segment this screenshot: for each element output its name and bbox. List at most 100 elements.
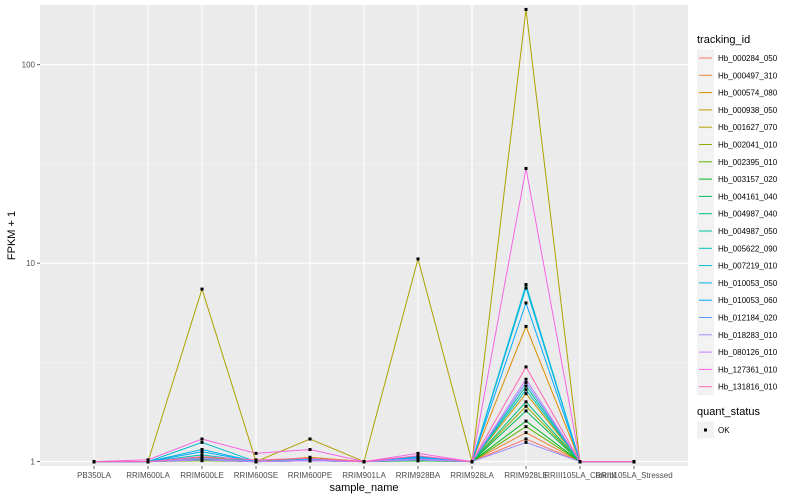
- y-axis-title: FPKM + 1: [6, 211, 18, 260]
- data-point: [416, 257, 420, 261]
- legend-item: Hb_010053_050: [697, 274, 778, 292]
- legend-item: Hb_010053_060: [697, 291, 778, 309]
- legend-item: Hb_003157_020: [697, 170, 778, 188]
- data-point: [524, 166, 528, 170]
- x-tick-label: RRIM600SE: [234, 471, 278, 480]
- legend-item: Hb_007219_010: [697, 257, 778, 275]
- x-axis: PB350LA RRIM600LA RRIM600LE RRIM600SE RRIM60…: [77, 466, 673, 480]
- data-point: [254, 458, 258, 462]
- x-tick-label: RRIM600PE: [288, 471, 332, 480]
- legend-label: Hb_018283_010: [718, 331, 778, 340]
- data-point: [254, 460, 258, 464]
- legend-label: Hb_004987_050: [718, 227, 778, 236]
- x-tick-label: RRIM901LA: [342, 471, 386, 480]
- data-point: [200, 448, 204, 452]
- data-point: [578, 460, 582, 464]
- data-point: [92, 460, 96, 464]
- legend2-item: OK: [697, 421, 730, 439]
- legend-item: Hb_000497_310: [697, 66, 778, 84]
- data-point: [308, 437, 312, 441]
- legend-label: Hb_002041_010: [718, 141, 778, 150]
- legend-item: Hb_005622_090: [697, 239, 778, 257]
- data-point: [524, 388, 528, 392]
- legend-label: Hb_000938_050: [718, 106, 778, 115]
- legend-item: Hb_000574_080: [697, 84, 778, 102]
- legend-label: Hb_004987_040: [718, 210, 778, 219]
- legend-item: Hb_127361_010: [697, 360, 778, 378]
- data-point: [416, 455, 420, 459]
- data-point: [524, 324, 528, 328]
- data-point: [524, 431, 528, 435]
- legend2-title: quant_status: [697, 406, 760, 418]
- legend-item: Hb_000938_050: [697, 101, 778, 119]
- legend-label: Hb_131816_010: [718, 383, 778, 392]
- legend2-label: OK: [718, 426, 730, 435]
- legend-label: Hb_002395_010: [718, 158, 778, 167]
- data-point: [632, 460, 636, 464]
- legend2-key-point: [704, 428, 707, 432]
- y-axis: 1 10 100: [22, 61, 40, 467]
- data-point: [524, 301, 528, 305]
- legend-label: Hb_127361_010: [718, 365, 778, 374]
- data-point: [524, 381, 528, 385]
- data-point: [524, 404, 528, 408]
- data-point: [362, 460, 366, 464]
- legend-label: Hb_010053_050: [718, 279, 778, 288]
- data-point: [200, 456, 204, 460]
- x-tick-label: PB350LA: [77, 471, 111, 480]
- legend-label: Hb_003157_020: [718, 175, 778, 184]
- legend-item: Hb_002041_010: [697, 136, 778, 153]
- legend-label: Hb_004161_040: [718, 192, 778, 201]
- legend-label: Hb_010053_060: [718, 296, 778, 305]
- data-point: [524, 283, 528, 287]
- data-point: [524, 440, 528, 444]
- x-tick-label: RRIM928BA: [396, 471, 441, 480]
- legend-title: tracking_id: [697, 34, 750, 46]
- y-tick-label: 10: [26, 259, 35, 268]
- legend-item: Hb_000284_050: [697, 49, 778, 67]
- legend-label: Hb_080126_010: [718, 348, 778, 357]
- legend-item: Hb_012184_020: [697, 309, 778, 326]
- legend-label: Hb_000574_080: [718, 89, 778, 98]
- data-point: [146, 458, 150, 462]
- legend-item: Hb_004987_050: [697, 222, 778, 240]
- y-tick-label: 1: [31, 458, 36, 467]
- legend-item: Hb_002395_010: [697, 153, 778, 171]
- x-tick-label: RRIM928LE: [504, 471, 548, 480]
- x-axis-title: sample_name: [329, 482, 398, 494]
- legend-label: Hb_005622_090: [718, 244, 778, 253]
- data-point: [308, 459, 312, 463]
- data-point: [200, 458, 204, 462]
- data-point: [524, 437, 528, 441]
- legend-label: Hb_012184_020: [718, 314, 778, 323]
- data-point: [524, 392, 528, 396]
- data-point: [416, 451, 420, 455]
- data-point: [200, 453, 204, 457]
- data-point: [200, 437, 204, 441]
- legend-item: Hb_004161_040: [697, 187, 778, 205]
- x-tick-label: RRIII105LA_Stressed: [595, 471, 672, 480]
- data-point: [524, 425, 528, 429]
- data-point: [254, 451, 258, 455]
- data-point: [470, 460, 474, 464]
- legend-label: Hb_000284_050: [718, 54, 778, 63]
- data-point: [416, 454, 420, 458]
- legend-label: Hb_001627_070: [718, 123, 778, 132]
- legend-item: Hb_018283_010: [697, 326, 778, 344]
- legend-item: Hb_080126_010: [697, 343, 778, 361]
- data-point: [308, 448, 312, 452]
- data-point: [416, 457, 420, 461]
- legend: tracking_id Hb_000284_050 Hb_000497_310 Hb…: [697, 34, 778, 439]
- data-point: [308, 456, 312, 460]
- legend-item: Hb_001627_070: [697, 118, 778, 136]
- data-point: [524, 286, 528, 290]
- x-tick-label: RRIM600LE: [180, 471, 224, 480]
- data-point: [200, 287, 204, 291]
- legend-label: Hb_000497_310: [718, 71, 778, 80]
- legend-label: Hb_007219_010: [718, 262, 778, 271]
- data-point: [200, 440, 204, 444]
- x-tick-label: RRIM928LA: [450, 471, 494, 480]
- data-point: [200, 455, 204, 459]
- data-point: [524, 400, 528, 404]
